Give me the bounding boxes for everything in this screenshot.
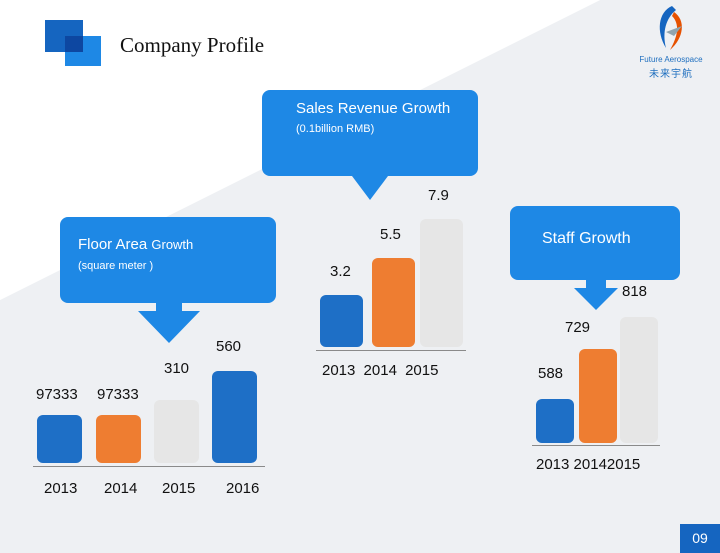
sales-value-label-2014: 5.5	[380, 225, 401, 243]
sales-title: Sales Revenue Growth	[296, 100, 451, 117]
sales-value-label-2015: 7.9	[428, 187, 449, 205]
logo-text-en: Future Aerospace	[639, 55, 703, 64]
floor-tick-2015: 2015	[162, 480, 196, 497]
floor-value-label-2016: 560	[216, 338, 242, 355]
floor-value-label-2013: 97333	[36, 386, 78, 403]
floor-tick-2014: 2014	[104, 480, 138, 497]
logo-text-cn: 未来宇航	[649, 69, 693, 80]
staff-value-label-2014: 729	[565, 318, 591, 336]
staff-bar-2013	[536, 399, 574, 443]
page-number-badge: 09	[680, 524, 720, 553]
floor-title-main: Floor Area	[78, 236, 148, 253]
staff-title: Staff Growth	[542, 230, 631, 247]
floor-bar-2014	[96, 415, 141, 463]
sales-subtitle: (0.1billion RMB)	[296, 123, 375, 135]
floor-axis-line	[33, 466, 265, 467]
floor-callout	[60, 217, 276, 343]
floor-bar-2013	[37, 415, 82, 463]
sales-bar-2014	[372, 257, 415, 347]
floor-title-suffix: Growth	[151, 237, 194, 252]
staff-bar-2015	[620, 316, 658, 443]
floor-tick-2013: 2013	[44, 480, 78, 497]
staff-axis-line	[532, 445, 660, 446]
sales-bar-2015	[420, 219, 463, 347]
header-squares-icon	[45, 20, 101, 66]
floor-value-label-2015: 310	[164, 360, 190, 377]
staff-value-label-2015: 818	[622, 282, 648, 300]
sales-callout	[262, 90, 478, 200]
sales-tick-labels: 2013 2014 2015	[322, 362, 439, 379]
company-logo-icon	[659, 6, 682, 50]
floor-tick-2016: 2016	[226, 480, 260, 497]
floor-subtitle: (square meter )	[78, 260, 154, 272]
staff-bar-2014	[579, 348, 617, 443]
sales-value-label-2013: 3.2	[330, 263, 351, 281]
staff-callout	[510, 206, 680, 310]
sales-bar-2013	[320, 295, 363, 347]
sales-axis-line	[316, 350, 466, 351]
staff-tick-labels: 2013 20142015	[536, 456, 641, 473]
page-title: Company Profile	[120, 33, 265, 57]
floor-bar-2015	[154, 400, 199, 463]
floor-bar-2016	[212, 371, 257, 463]
staff-value-label-2013: 588	[538, 365, 564, 383]
floor-title: Floor Area Growth	[78, 236, 193, 253]
floor-value-label-2014: 97333	[97, 386, 139, 403]
